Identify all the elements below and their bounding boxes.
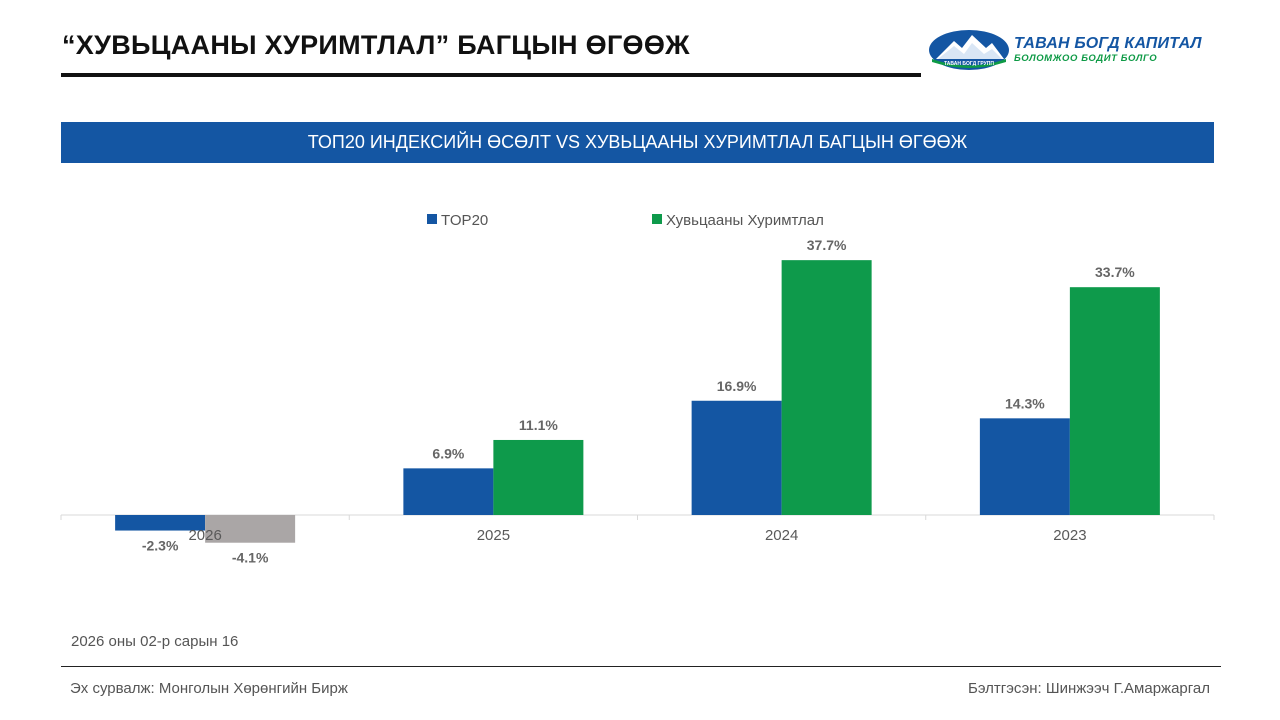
x-tick-label-2023: 2023	[1053, 527, 1086, 544]
x-tick-label-2025: 2025	[477, 527, 510, 544]
footer-source: Эх сурвалж: Монголын Хөрөнгийн Бирж	[70, 680, 348, 697]
bar-top20-2024	[691, 400, 782, 515]
bar-accumulation-2024	[781, 260, 872, 515]
data-label-top20-2023: 14.3%	[1005, 395, 1045, 411]
logo-slogan: БОЛОМЖОО БОДИТ БОЛГО	[1014, 53, 1158, 64]
legend-swatch-1	[427, 214, 437, 224]
footer-author: Бэлтгэсэн: Шинжээч Г.Амаржаргал	[967, 680, 1210, 697]
x-tick-label-2024: 2024	[765, 527, 798, 544]
logo-company-name: ТАВАН БОГД КАПИТАЛ	[1014, 35, 1202, 52]
bar-top20-2026	[115, 515, 206, 531]
title-underline	[61, 73, 921, 77]
bar-accumulation-2023	[1069, 287, 1160, 515]
company-logo: ТАВАН БОГД ГРУПП ТАВАН БОГД КАПИТАЛ БОЛО…	[926, 26, 1216, 74]
bar-accumulation-2026	[205, 515, 296, 543]
data-label-accumulation-2026: -4.1%	[232, 550, 269, 566]
data-label-top20-2025: 6.9%	[432, 445, 464, 461]
legend-label-2: Хувьцааны Хуримтлал	[666, 212, 824, 229]
x-tick-label-2026: 2026	[188, 527, 221, 544]
page-title: “ХУВЬЦААНЫ ХУРИМТЛАЛ” БАГЦЫН ӨГӨӨЖ	[62, 30, 690, 60]
chart-title: ТОП20 ИНДЕКСИЙН ӨСӨЛТ VS ХУВЬЦААНЫ ХУРИМ…	[61, 122, 1214, 163]
bar-accumulation-2025	[493, 439, 584, 515]
data-label-top20-2024: 16.9%	[717, 378, 757, 394]
logo-badge: ТАВАН БОГД ГРУПП	[944, 61, 994, 67]
data-label-top20-2026: -2.3%	[142, 538, 179, 554]
legend-swatch-2	[652, 214, 662, 224]
bar-top20-2023	[979, 418, 1070, 515]
date-note: 2026 оны 02-р сарын 16	[71, 633, 239, 650]
data-label-accumulation-2025: 11.1%	[519, 417, 558, 433]
legend-label-1: TOP20	[441, 212, 488, 229]
bar-top20-2025	[403, 468, 494, 515]
footer-divider	[61, 666, 1221, 667]
data-label-accumulation-2023: 33.7%	[1095, 264, 1135, 280]
mountain-logo-icon: ТАВАН БОГД ГРУПП	[929, 30, 1009, 70]
data-label-accumulation-2024: 37.7%	[807, 237, 847, 253]
